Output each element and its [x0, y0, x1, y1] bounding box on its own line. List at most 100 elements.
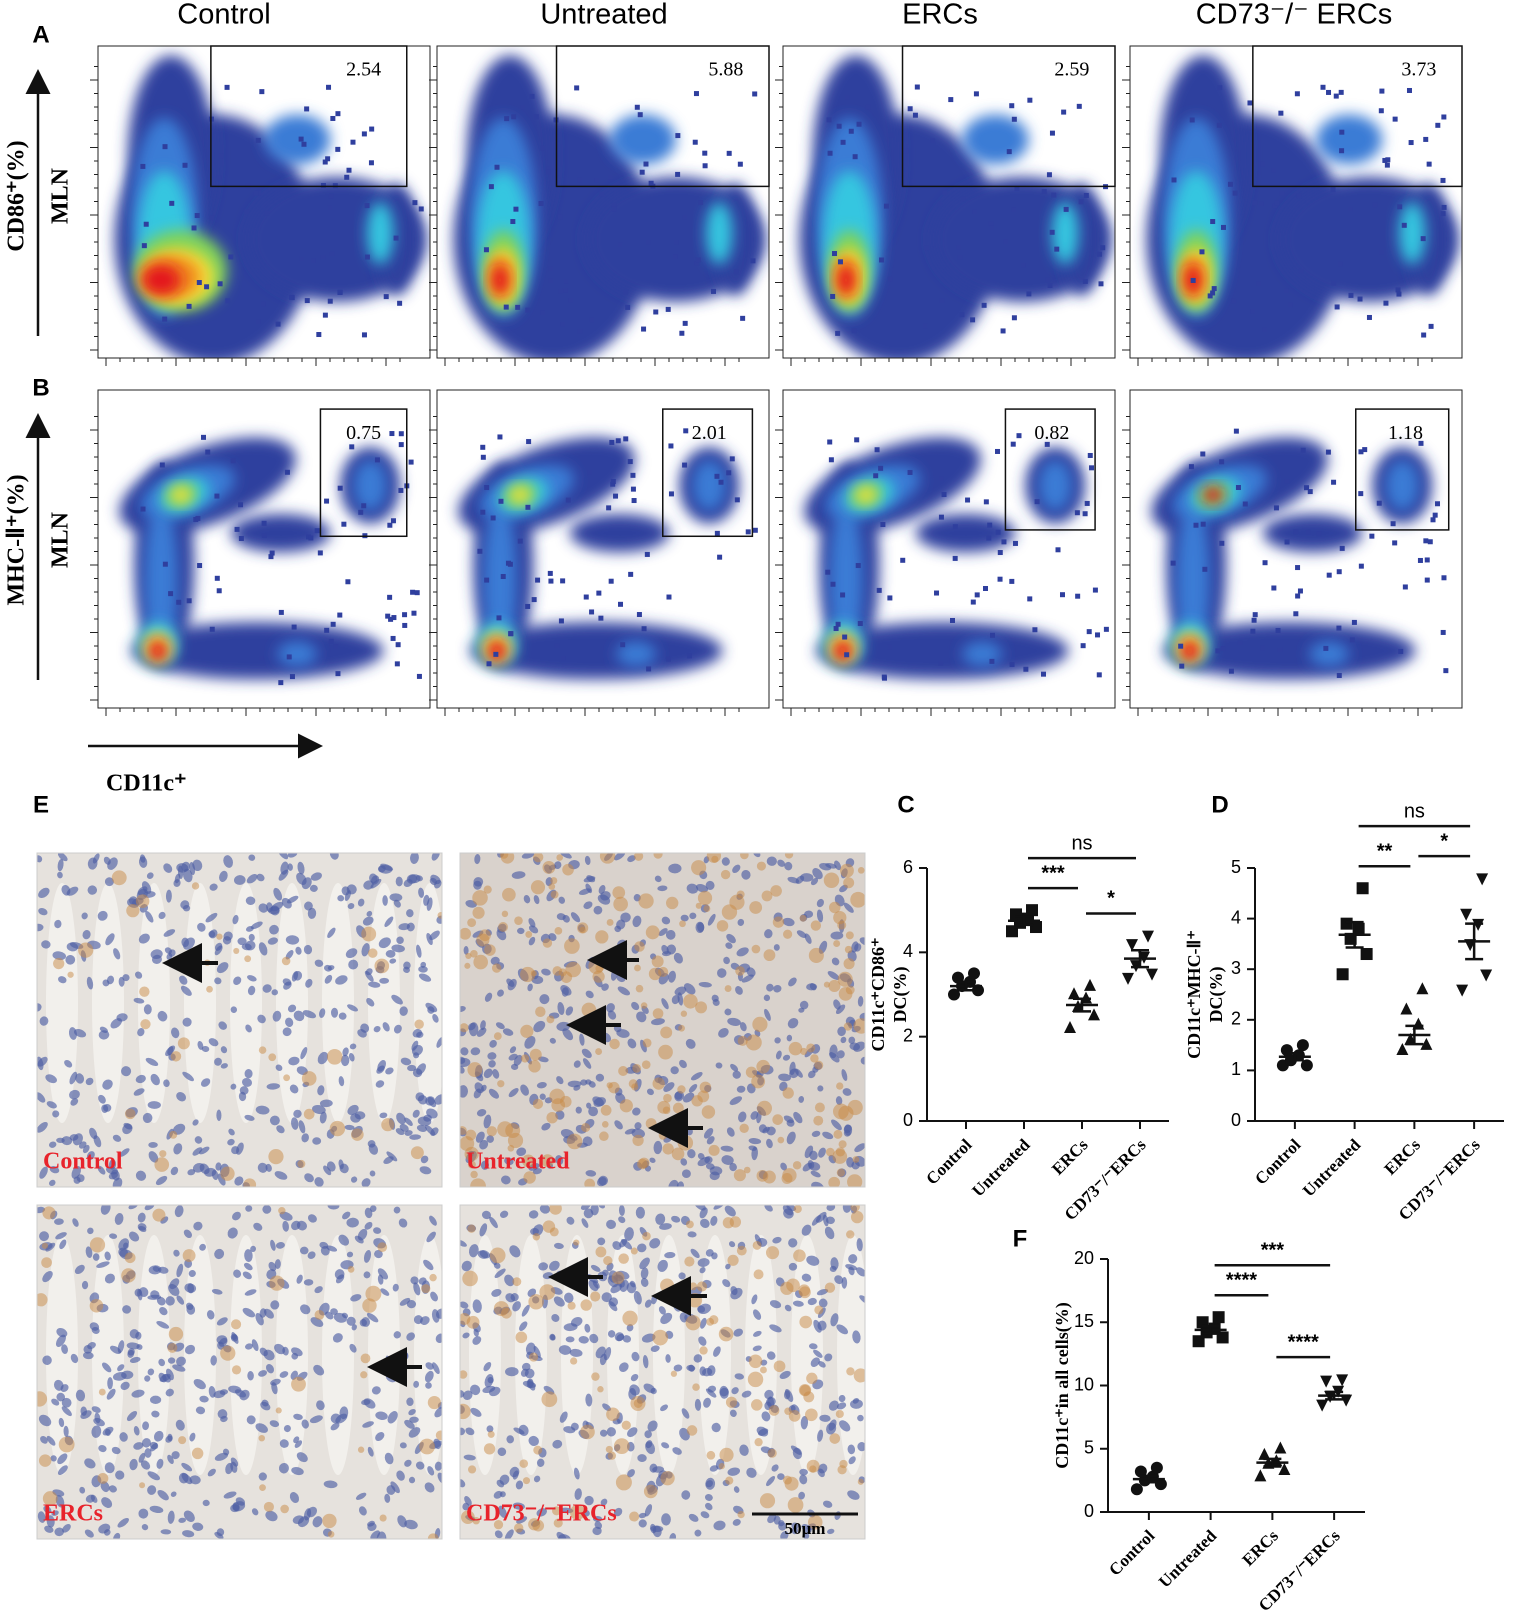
event-dot	[1242, 501, 1248, 507]
event-dot	[1199, 249, 1205, 255]
nucleus	[59, 1239, 67, 1250]
nucleus	[232, 914, 239, 925]
nucleus	[112, 1372, 127, 1381]
nucleus	[426, 1108, 438, 1119]
stain	[573, 1239, 580, 1246]
nucleus	[644, 1299, 652, 1308]
stain	[167, 1342, 178, 1353]
event-dot	[301, 141, 307, 147]
event-dot	[286, 654, 292, 660]
event-dot	[1402, 584, 1408, 590]
event-dot	[310, 258, 316, 264]
stain	[788, 1409, 801, 1422]
event-dot	[1003, 239, 1009, 245]
nucleus	[803, 1532, 810, 1539]
event-dot	[641, 626, 647, 632]
gate-value: 0.82	[1034, 422, 1069, 444]
nucleus	[242, 1271, 252, 1280]
nucleus	[123, 1242, 129, 1250]
nucleus	[429, 930, 440, 941]
event-dot	[162, 316, 168, 322]
nucleus	[536, 1081, 547, 1089]
nucleus	[260, 1401, 271, 1411]
stain	[580, 1299, 592, 1311]
nucleus	[525, 1342, 536, 1356]
event-dot	[498, 498, 504, 504]
event-dot	[880, 522, 886, 528]
density-blob	[832, 639, 853, 662]
data-point	[1320, 1375, 1333, 1388]
event-dot	[554, 643, 560, 649]
nucleus	[158, 1358, 166, 1367]
stain	[599, 853, 616, 864]
nucleus	[363, 1398, 376, 1409]
nucleus	[857, 1414, 864, 1422]
stain	[814, 1060, 824, 1070]
nucleus	[234, 1176, 244, 1186]
nucleus	[799, 1468, 808, 1476]
nucleus	[61, 1344, 68, 1354]
stain	[67, 971, 74, 978]
event-dot	[1277, 647, 1283, 653]
event-dot	[970, 317, 976, 323]
stain	[807, 1515, 823, 1530]
nucleus	[624, 1128, 636, 1135]
nucleus	[304, 1173, 314, 1183]
nucleus	[147, 1368, 155, 1376]
nucleus	[291, 1220, 301, 1231]
nucleus	[779, 1370, 791, 1379]
event-dot	[1385, 157, 1391, 163]
nucleus	[460, 1047, 469, 1056]
event-dot	[488, 184, 494, 190]
nucleus	[810, 1357, 820, 1367]
stain	[837, 1465, 847, 1475]
event-dot	[1190, 277, 1196, 283]
nucleus	[373, 1025, 381, 1033]
nucleus	[375, 1432, 385, 1442]
stain	[840, 863, 854, 878]
nucleus	[511, 871, 526, 879]
nucleus	[810, 877, 819, 886]
nucleus	[417, 1116, 432, 1126]
event-dot	[493, 651, 499, 657]
nucleus	[536, 1508, 548, 1517]
nucleus	[151, 954, 162, 964]
nucleus	[216, 1317, 228, 1326]
stain	[692, 1383, 700, 1391]
error-bar	[1201, 1324, 1220, 1335]
nucleus	[619, 1362, 629, 1373]
event-dot	[244, 209, 250, 215]
nucleus	[278, 853, 289, 860]
stain	[835, 1147, 846, 1157]
nucleus	[661, 916, 671, 925]
gate	[662, 408, 754, 538]
event-dot	[322, 159, 328, 165]
nucleus	[817, 1085, 824, 1092]
nucleus	[626, 1282, 637, 1294]
data-point	[1480, 969, 1493, 982]
event-dot	[349, 444, 355, 450]
nucleus	[314, 959, 324, 967]
stain	[843, 877, 855, 889]
stain	[837, 971, 853, 987]
event-dot	[258, 655, 264, 661]
nucleus	[138, 1452, 146, 1463]
nucleus	[827, 971, 840, 980]
nucleus	[725, 942, 733, 949]
event-dot	[648, 180, 654, 186]
event-dot	[1434, 501, 1440, 507]
nucleus	[380, 1288, 390, 1296]
stain	[528, 1294, 544, 1310]
nucleus	[133, 1442, 144, 1450]
nucleus	[117, 1364, 125, 1372]
event-dot	[1303, 485, 1309, 491]
stain	[483, 885, 492, 894]
nucleus	[129, 1458, 138, 1471]
nucleus	[246, 1415, 256, 1425]
nucleus	[685, 1038, 696, 1049]
nucleus	[703, 1128, 714, 1139]
nucleus	[52, 951, 67, 961]
nucleus	[589, 1333, 599, 1344]
event-dot	[934, 590, 940, 596]
stain	[470, 949, 478, 958]
